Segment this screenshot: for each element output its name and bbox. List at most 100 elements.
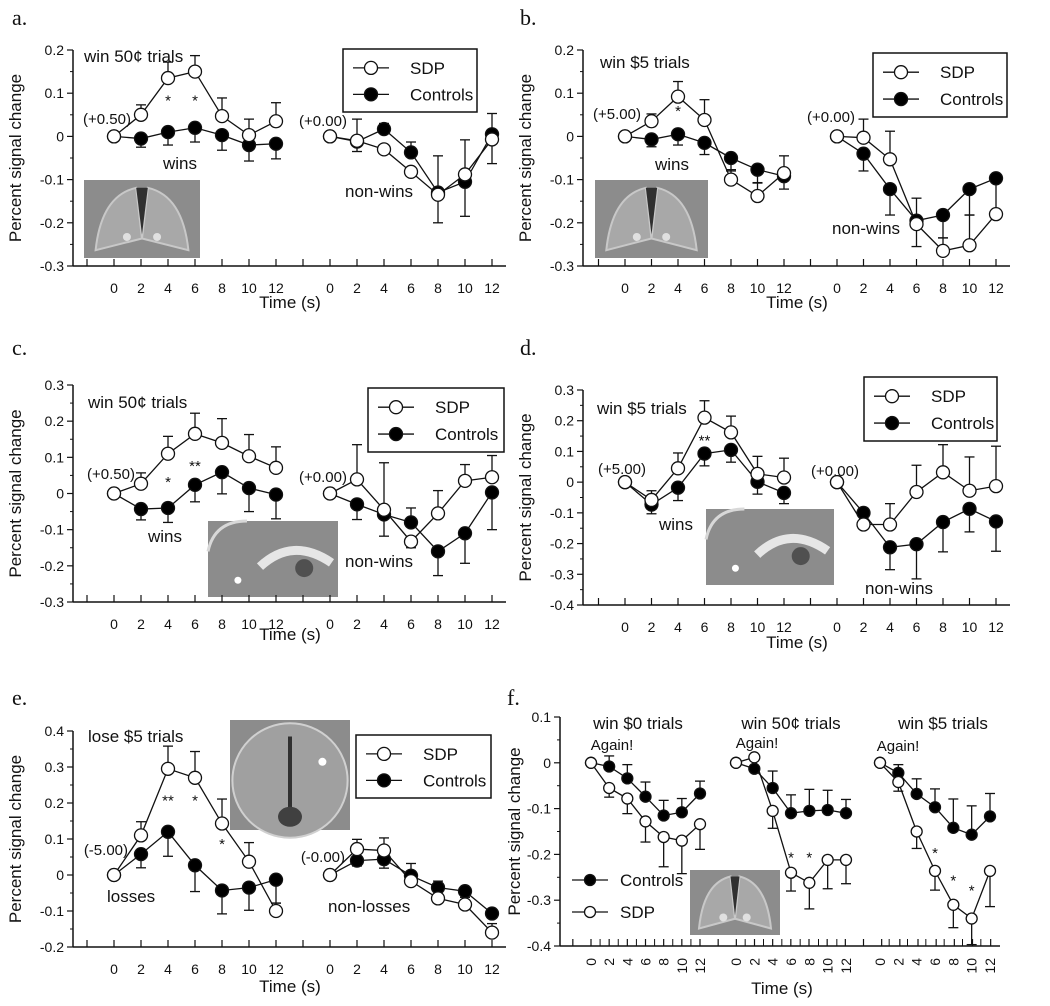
sdp-point <box>909 216 924 232</box>
sdp-point <box>803 876 816 889</box>
controls-point <box>766 781 779 795</box>
baseline-label: (+0.50) <box>83 111 131 128</box>
x-tick-label: 0 <box>110 961 118 977</box>
x-tick-label: 4 <box>674 619 682 635</box>
x-tick-label: 0 <box>872 958 888 966</box>
sdp-point <box>187 770 203 785</box>
condition-label: non-wins <box>345 552 413 571</box>
panel-label: b. <box>520 5 537 30</box>
baseline-label: (+0.00) <box>811 463 859 480</box>
sdp-point <box>697 112 712 128</box>
legend: SDP Controls <box>342 48 478 113</box>
significance-marker: * <box>165 474 171 491</box>
x-tick-label: 4 <box>380 616 388 632</box>
significance-marker: * <box>675 103 681 120</box>
x-tick-label: 4 <box>886 280 894 296</box>
legend-box <box>872 52 1008 118</box>
sdp-point <box>988 207 1004 222</box>
controls-point <box>670 480 686 495</box>
x-tick-label: 4 <box>164 616 172 632</box>
y-tick-label: 0.3 <box>45 377 65 393</box>
x-tick-label: 0 <box>110 280 118 296</box>
controls-point <box>187 858 203 873</box>
x-tick-label: 10 <box>457 961 473 977</box>
controls-point <box>697 135 712 151</box>
x-tick-label: 8 <box>939 280 947 296</box>
controls-point <box>962 501 977 517</box>
controls-point <box>750 162 765 177</box>
subplot-1: 0 2 4 6 8 10 12 win $0 trials Again! <box>583 714 708 974</box>
significance-marker: * <box>192 93 198 110</box>
sdp-point <box>693 818 707 831</box>
controls-point <box>988 514 1004 529</box>
sdp-point <box>160 761 176 776</box>
x-tick-label: 2 <box>353 280 361 296</box>
roi-marker <box>731 564 739 572</box>
controls-point <box>639 790 652 803</box>
y-tick-label: 0.2 <box>45 795 65 811</box>
legend-label-controls: Controls <box>435 425 498 444</box>
controls-point <box>160 500 176 516</box>
sdp-point <box>856 517 871 532</box>
roi-marker <box>234 576 242 584</box>
x-tick-label: 6 <box>701 619 709 635</box>
y-tick-label: 0 <box>543 755 551 771</box>
sdp-point <box>430 506 446 521</box>
subplot-2: 0 2 4 6 8 10 12 (+0.00) non-wins <box>299 444 500 632</box>
controls-point <box>670 127 686 142</box>
subplot-title: win $5 trials <box>599 53 690 72</box>
y-tick-label: 0.1 <box>555 443 575 459</box>
y-tick-label: 0.2 <box>555 42 575 58</box>
y-tick-label: -0.3 <box>40 594 64 610</box>
sdp-point <box>750 188 765 204</box>
legend: SDP Controls <box>863 376 998 442</box>
legend: SDP Controls <box>367 387 505 453</box>
x-tick-label: 8 <box>939 619 947 635</box>
significance-marker: * <box>788 849 794 866</box>
sdp-point <box>106 486 122 501</box>
y-tick-label: -0.3 <box>40 258 64 274</box>
panel-label: e. <box>12 685 27 710</box>
corpus-callosum <box>754 533 831 558</box>
subplot-1: 0 2 4 6 8 10 12 win $5 trials (+5.00) wins ** <box>596 399 792 635</box>
sdp-point <box>617 474 633 490</box>
x-tick-label: 6 <box>913 619 921 635</box>
legend-box <box>342 48 478 113</box>
panel-f: f. 0.1 0 -0.1 -0.2 -0.3 -0.4 Percent signal cha… <box>505 685 1000 998</box>
x-tick-label: 12 <box>484 280 500 296</box>
x-tick-label: 0 <box>326 280 334 296</box>
controls-point <box>693 787 707 800</box>
sdp-point <box>268 460 284 475</box>
legend: Controls SDP <box>572 871 683 922</box>
x-tick-label: 4 <box>380 280 388 296</box>
significance-marker: ** <box>699 433 711 450</box>
sdp-point <box>697 410 712 425</box>
roi-marker <box>742 913 751 922</box>
sdp-point <box>935 465 951 480</box>
controls-point <box>697 446 712 461</box>
x-tick-label: 2 <box>648 280 656 296</box>
x-tick-label: 6 <box>191 280 199 296</box>
brain-mri-inset <box>230 720 350 839</box>
controls-point <box>621 772 634 785</box>
sdp-point <box>882 152 898 167</box>
controls-point <box>909 537 924 552</box>
y-tick-label: -0.1 <box>40 903 64 919</box>
y-tick-label: 0.4 <box>45 723 65 739</box>
x-tick-label: 4 <box>765 958 781 966</box>
sdp-point <box>187 426 203 441</box>
brain-mri-inset <box>690 870 780 935</box>
x-tick-label: 6 <box>191 616 199 632</box>
x-tick-label: 6 <box>407 616 415 632</box>
controls-point <box>803 804 816 818</box>
controls-point <box>882 540 898 555</box>
x-tick-label: 12 <box>838 958 854 974</box>
brain-mri-inset <box>704 507 834 585</box>
x-tick-label: 12 <box>268 616 284 632</box>
controls-point <box>988 171 1004 186</box>
controls-point <box>603 760 616 773</box>
sdp-point <box>839 853 853 867</box>
x-tick-label: 8 <box>801 958 817 966</box>
x-tick-label: 6 <box>407 280 415 296</box>
